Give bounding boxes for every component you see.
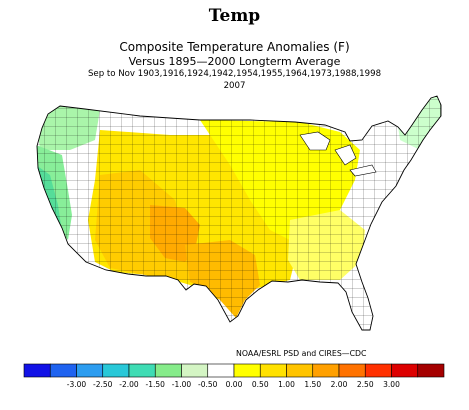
colorbar-swatch (338, 363, 366, 378)
colorbar-tick-label: 1.50 (304, 380, 321, 389)
colorbar-swatch (128, 363, 156, 378)
colorbar-tick-label: -1.00 (172, 380, 192, 389)
colorbar-tick-label: -3.00 (67, 380, 87, 389)
colorbar-tick-label: 2.50 (357, 380, 374, 389)
colorbar-swatch (154, 363, 182, 378)
colorbar-tick-label: 3.00 (383, 380, 400, 389)
map-subtitle: Versus 1895—2000 Longterm Average (128, 55, 341, 68)
data-credit: NOAA/ESRL PSD and CIRES—CDC (236, 349, 367, 358)
colorbar-tick-label: 0.00 (226, 380, 243, 389)
page-heading: Temp (208, 6, 261, 26)
colorbar-swatch (417, 363, 445, 378)
colorbar-swatch (102, 363, 130, 378)
map-period-years-2007: 2007 (223, 81, 246, 91)
colorbar-tick-label: 2.00 (331, 380, 348, 389)
colorbar-swatch (207, 363, 235, 378)
map-title: Composite Temperature Anomalies (F) (119, 40, 350, 54)
colorbar-swatch (364, 363, 392, 378)
colorbar-tick-label: -2.50 (93, 380, 113, 389)
colorbar-swatch (312, 363, 340, 378)
colorbar-tick-label: 1.00 (278, 380, 295, 389)
colorbar-swatch (391, 363, 419, 378)
colorbar-swatch (259, 363, 287, 378)
colorbar-swatch (76, 363, 104, 378)
great-lakes (299, 131, 377, 177)
colorbar-tick-label: -2.00 (119, 380, 139, 389)
map-period-years: Sep to Nov 1903,1916,1924,1942,1954,1955… (87, 69, 382, 79)
colorbar-swatch (233, 363, 261, 378)
colorbar-swatch (181, 363, 209, 378)
colorbar-swatch (286, 363, 314, 378)
us-outline (36, 95, 442, 331)
colorbar-swatch (23, 363, 51, 378)
colorbar-swatch (49, 363, 77, 378)
colorbar-tick-label: -0.50 (198, 380, 218, 389)
colorbar-tick-label: 0.50 (252, 380, 269, 389)
colorbar-tick-label: -1.50 (146, 380, 166, 389)
